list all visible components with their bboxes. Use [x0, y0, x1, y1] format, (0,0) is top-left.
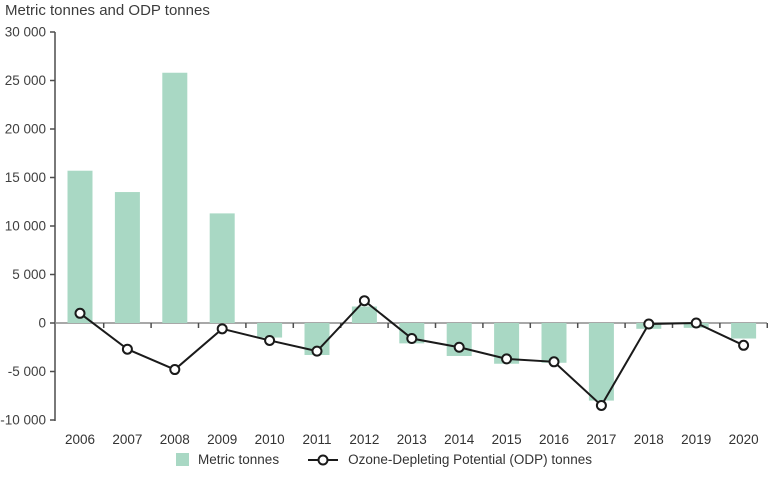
legend-swatch-metric-tonnes — [176, 453, 190, 466]
odp-marker-2016 — [548, 356, 560, 368]
x-axis-label-2007: 2007 — [112, 432, 142, 447]
bar-2016 — [541, 323, 567, 363]
odp-marker-2018 — [643, 318, 655, 330]
y-axis-tick-label: 10 000 — [5, 219, 46, 234]
odp-marker-2008 — [169, 364, 181, 376]
odp-marker-2009 — [216, 323, 228, 335]
x-axis-label-2010: 2010 — [255, 432, 285, 447]
odp-marker-2007 — [121, 343, 133, 355]
x-axis-label-2012: 2012 — [349, 432, 379, 447]
bar-2009 — [209, 213, 235, 323]
bar-2008 — [162, 72, 188, 324]
bar-2007 — [114, 192, 140, 323]
legend-marker-odp-line-icon — [308, 454, 339, 465]
x-axis-label-2006: 2006 — [65, 432, 95, 447]
odp-marker-2014 — [453, 341, 465, 353]
odp-marker-2006 — [74, 307, 86, 319]
odp-marker-2019 — [690, 317, 702, 329]
y-axis-tick-label: 25 000 — [5, 73, 46, 88]
y-axis-tick-label: 5 000 — [12, 267, 46, 282]
x-axis-label-2019: 2019 — [681, 432, 711, 447]
x-axis-label-2018: 2018 — [634, 432, 664, 447]
odp-marker-2010 — [264, 334, 276, 346]
y-axis-tick-label: 0 — [38, 316, 46, 331]
bar-2012 — [351, 306, 377, 323]
y-axis-tick-label: -5 000 — [8, 364, 46, 379]
odp-marker-2011 — [311, 345, 323, 357]
y-axis-tick-label: 20 000 — [5, 122, 46, 137]
odp-marker-2015 — [501, 353, 513, 365]
bar-2010 — [257, 323, 283, 338]
chart-legend: Metric tonnes Ozone-Depleting Potential … — [0, 452, 768, 467]
y-axis-tick-label: 30 000 — [5, 25, 46, 40]
bar-2017 — [588, 323, 614, 401]
odp-marker-2012 — [358, 295, 370, 307]
odp-marker-2017 — [595, 399, 607, 411]
legend-label-odp-tonnes: Ozone-Depleting Potential (ODP) tonnes — [348, 452, 592, 467]
x-axis-label-2008: 2008 — [160, 432, 190, 447]
x-axis-label-2011: 2011 — [302, 432, 331, 447]
x-axis-label-2020: 2020 — [729, 432, 759, 447]
x-axis-label-2013: 2013 — [397, 432, 427, 447]
odp-marker-2013 — [406, 333, 418, 345]
x-axis-label-2017: 2017 — [586, 432, 616, 447]
y-axis-tick-label: -10 000 — [0, 413, 46, 428]
chart-title: Metric tonnes and ODP tonnes — [5, 2, 210, 19]
bar-2006 — [67, 170, 93, 323]
legend-label-metric-tonnes: Metric tonnes — [198, 452, 280, 467]
x-axis-label-2014: 2014 — [444, 432, 475, 447]
x-axis-label-2009: 2009 — [207, 432, 237, 447]
odp-marker-2020 — [738, 339, 750, 351]
y-axis-tick-label: 15 000 — [5, 170, 46, 185]
x-axis-label-2015: 2015 — [492, 432, 522, 447]
bar-2020 — [731, 323, 757, 339]
x-axis-label-2016: 2016 — [539, 432, 569, 447]
